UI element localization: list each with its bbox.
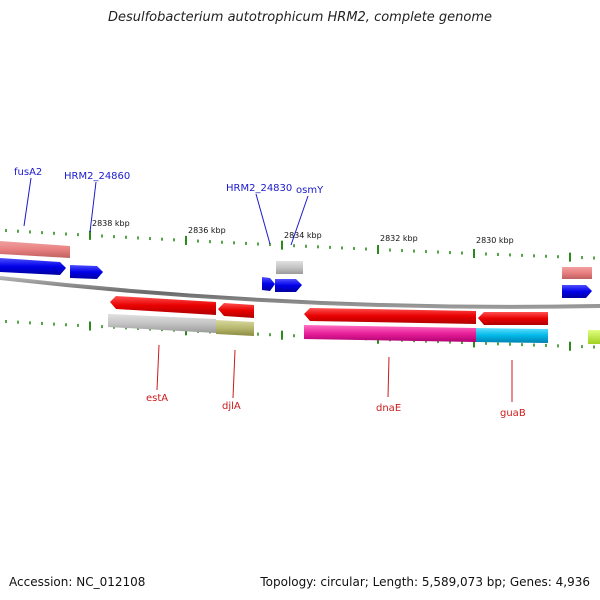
accession-text: Accession: NC_012108 xyxy=(9,575,146,589)
reverse-cds-arrow xyxy=(218,303,254,318)
label-leader xyxy=(156,344,160,391)
forward-cds-arrow xyxy=(275,279,302,292)
label-leader xyxy=(255,193,271,245)
reverse-cds-track xyxy=(110,296,548,325)
cog-bar xyxy=(304,325,476,342)
reverse-cds-arrow xyxy=(478,312,548,325)
tick-label: 2832 kbp xyxy=(380,234,418,243)
forward-gene-labels: fusA2 HRM2_24860 HRM2_24830 osmY xyxy=(14,167,324,246)
genome-title: Desulfobacterium autotrophicum HRM2, com… xyxy=(107,10,493,25)
gene-label-guab: guaB xyxy=(500,408,526,419)
gene-label-djla: djlA xyxy=(222,401,241,412)
tick-label: 2834 kbp xyxy=(284,231,322,240)
reverse-gene-labels: estA djlA dnaE guaB xyxy=(146,344,526,419)
cog-bar xyxy=(0,241,70,258)
cog-bar xyxy=(216,320,254,336)
genome-backbone xyxy=(0,276,600,309)
cog-bar xyxy=(476,328,548,343)
cog-bar xyxy=(108,314,216,333)
reverse-cds-arrow xyxy=(304,308,476,324)
label-leader xyxy=(232,349,236,399)
cog-bar xyxy=(562,267,592,279)
forward-cds-arrow xyxy=(562,285,592,298)
gene-label-hrm2-24860: HRM2_24860 xyxy=(64,171,130,182)
tick-label: 2830 kbp xyxy=(476,236,514,245)
forward-cds-arrow xyxy=(0,258,66,275)
gene-label-dnae: dnaE xyxy=(376,403,401,414)
reverse-cog-band xyxy=(108,314,600,344)
tick-labels: 2838 kbp 2836 kbp 2834 kbp 2832 kbp 2830… xyxy=(92,219,514,245)
label-leader xyxy=(290,195,309,246)
reverse-cds-arrow xyxy=(110,296,216,315)
gene-label-esta: estA xyxy=(146,393,168,404)
genome-summary-text: Topology: circular; Length: 5,589,073 bp… xyxy=(260,575,590,589)
forward-cds-track xyxy=(0,258,592,298)
gene-label-fusA2: fusA2 xyxy=(14,167,42,178)
gene-label-osmy: osmY xyxy=(296,185,324,196)
label-leader xyxy=(23,177,32,227)
label-leader xyxy=(89,181,97,233)
cog-bar xyxy=(276,261,303,274)
tick-label: 2838 kbp xyxy=(92,219,130,228)
gene-label-hrm2-24830: HRM2_24830 xyxy=(226,183,292,194)
tick-label: 2836 kbp xyxy=(188,226,226,235)
label-leader xyxy=(387,356,390,398)
forward-cds-arrow xyxy=(70,265,103,279)
forward-cds-arrow xyxy=(262,277,275,291)
outer-tick-row xyxy=(5,229,595,262)
forward-cog-band xyxy=(0,241,592,279)
cog-bar xyxy=(588,330,600,344)
